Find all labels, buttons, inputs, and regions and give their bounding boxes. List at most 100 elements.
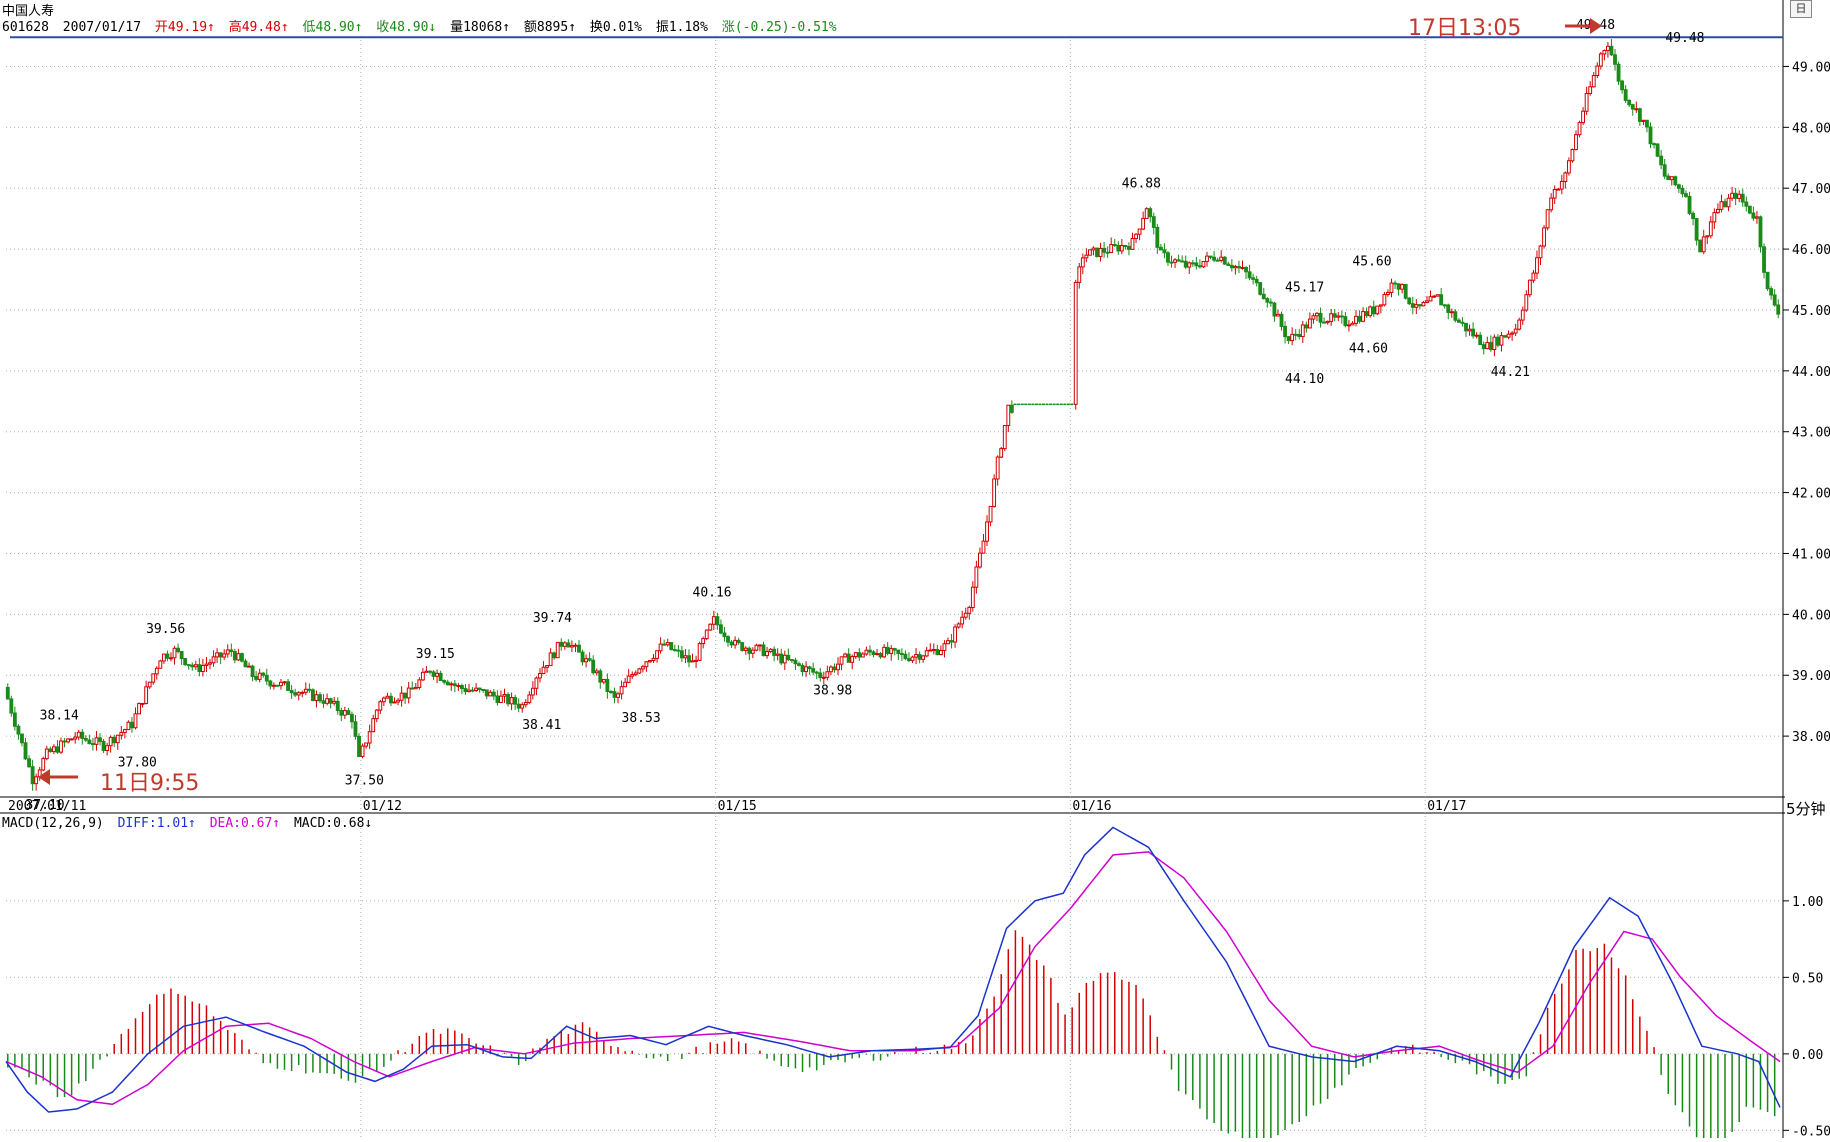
candle-body <box>648 660 652 663</box>
candle-body <box>1258 282 1263 295</box>
diff-line <box>5 826 1781 1113</box>
price-data-label: 45.60 <box>1352 254 1391 269</box>
candle-body <box>868 649 872 653</box>
candle-body <box>1329 313 1334 322</box>
candle-body <box>293 692 298 696</box>
candle-body <box>1744 201 1749 207</box>
candle-body <box>208 662 212 665</box>
candle-body <box>321 700 326 704</box>
candle-body <box>1190 262 1195 265</box>
period-label[interactable]: 5分钟 <box>1786 800 1826 818</box>
candle-body <box>807 666 812 670</box>
daily-toggle-button[interactable]: 日 <box>1790 0 1812 18</box>
candle-body <box>1627 99 1632 106</box>
candle-body <box>1538 245 1543 259</box>
candle-body <box>843 653 848 658</box>
candle-body <box>1684 193 1688 197</box>
candle-body <box>846 653 851 663</box>
candle-body <box>719 624 723 634</box>
candle-body <box>1339 315 1344 318</box>
candle-body <box>1737 193 1742 199</box>
candle-body <box>800 664 805 673</box>
candle-body <box>729 641 734 646</box>
candle-body <box>491 691 496 697</box>
candle-body <box>616 693 620 698</box>
candle-body <box>261 672 266 676</box>
candle-body <box>747 647 752 654</box>
candle-body <box>1623 89 1628 101</box>
candle-body <box>268 680 273 687</box>
candle-body <box>988 505 993 523</box>
candle-body <box>896 649 901 655</box>
candle-body <box>885 646 890 654</box>
candle-body <box>144 686 149 704</box>
candle-body <box>76 731 81 738</box>
price-data-label: 46.88 <box>1122 177 1161 192</box>
macd-tick-label: 0.50 <box>1792 971 1823 986</box>
candle-body <box>765 651 769 657</box>
price-data-label: 38.53 <box>622 711 661 726</box>
candle-body <box>711 616 716 625</box>
candle-body <box>1318 312 1323 323</box>
candle-body <box>623 681 628 688</box>
candle-body <box>1226 263 1231 266</box>
candle-body <box>1485 342 1490 350</box>
candle-body <box>761 644 766 657</box>
candle-body <box>907 658 911 662</box>
candle-body <box>179 651 184 660</box>
candle-body <box>1662 164 1667 177</box>
turnover: 换0.01% <box>589 20 642 35</box>
candle-body <box>1368 306 1373 317</box>
candle-body <box>1201 260 1206 268</box>
candle-body <box>981 540 986 554</box>
candle-body <box>1595 65 1600 77</box>
candle-body <box>903 653 908 660</box>
candle-body <box>101 740 106 751</box>
candle-body <box>1215 259 1220 262</box>
candle-body <box>857 652 862 658</box>
candle-body <box>779 653 784 664</box>
candle-body <box>44 748 49 760</box>
candle-body <box>1205 255 1209 262</box>
candle-body <box>1307 318 1312 329</box>
candle-body <box>499 695 503 703</box>
candle-body <box>676 649 681 652</box>
candle-body <box>339 710 344 716</box>
candle-body <box>832 666 837 671</box>
candle-body <box>428 670 432 673</box>
candle-body <box>743 647 748 651</box>
price-data-label: 40.16 <box>693 586 732 601</box>
candle-body <box>1648 126 1653 145</box>
candle-body <box>126 721 131 731</box>
candle-body <box>215 652 220 658</box>
candle-body <box>1315 312 1319 317</box>
candle-body <box>176 647 180 653</box>
candle-body <box>853 652 858 658</box>
candle-body <box>314 694 319 701</box>
candle-body <box>1414 304 1419 308</box>
candle-body <box>1474 334 1479 337</box>
candle-body <box>1765 271 1770 290</box>
macd-params: MACD(12,26,9) <box>2 816 104 831</box>
candle-body <box>1637 108 1642 122</box>
candle-body <box>935 648 940 656</box>
candle-body <box>69 738 74 741</box>
candle-body <box>1762 246 1766 273</box>
candle-body <box>1645 119 1649 128</box>
candle-body <box>1361 311 1366 322</box>
macd-tick-label: 1.00 <box>1792 895 1823 910</box>
candle-body <box>1183 260 1188 268</box>
candle-body <box>1556 188 1561 191</box>
candle-body <box>970 586 975 608</box>
candle-body <box>1428 296 1433 302</box>
candle-body <box>850 656 855 663</box>
candle-body <box>1219 256 1224 261</box>
price-tick-label: 39.00 <box>1792 669 1830 684</box>
dea-line <box>5 851 1781 1106</box>
candle-body <box>115 734 120 744</box>
candle-body <box>1357 315 1362 322</box>
candle-body <box>1286 336 1291 342</box>
candle-body <box>169 657 173 660</box>
candle-body <box>1740 193 1745 203</box>
candle-body <box>1187 262 1192 268</box>
